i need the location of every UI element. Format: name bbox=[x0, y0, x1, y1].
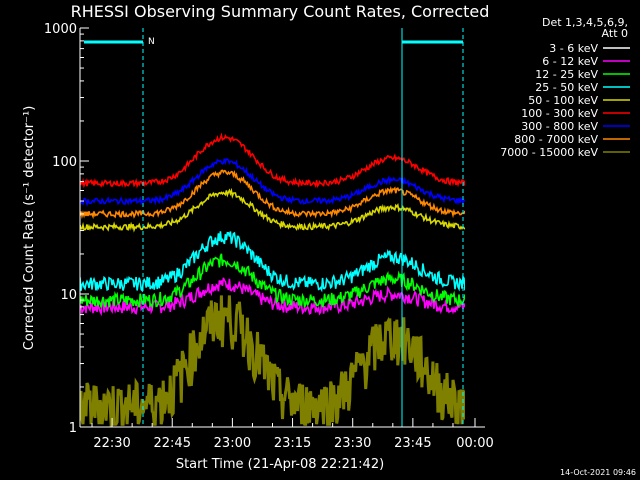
y-axis-label: Corrected Count Rate (s⁻¹ detector⁻¹) bbox=[22, 106, 37, 351]
series-layer bbox=[80, 132, 465, 427]
series-line-4 bbox=[80, 187, 465, 233]
series-line-5 bbox=[80, 132, 465, 189]
x-tick-label: 23:30 bbox=[334, 436, 371, 451]
legend-header: Det 1,3,4,5,6,9, bbox=[542, 16, 628, 29]
series-line-2 bbox=[80, 253, 465, 310]
legend-entry-label: 3 - 6 keV bbox=[549, 42, 598, 55]
legend-entry-label: 25 - 50 keV bbox=[535, 81, 598, 94]
x-tick-label: 23:45 bbox=[394, 436, 431, 451]
chart-title: RHESSI Observing Summary Count Rates, Co… bbox=[71, 2, 490, 21]
x-tick-label: 00:00 bbox=[456, 436, 493, 451]
x-axis-label: Start Time (21-Apr-08 22:21:42) bbox=[176, 457, 384, 472]
y-tick-label: 1000 bbox=[44, 22, 77, 37]
series-line-7 bbox=[80, 169, 465, 220]
y-tick-label: 1 bbox=[69, 421, 77, 436]
legend-entry-label: 800 - 7000 keV bbox=[514, 133, 598, 146]
series-line-1 bbox=[80, 277, 465, 317]
y-tick-label: 100 bbox=[52, 155, 77, 170]
legend-entry-label: 300 - 800 keV bbox=[521, 120, 598, 133]
x-tick-label: 22:30 bbox=[93, 436, 130, 451]
y-tick-label: 10 bbox=[60, 288, 77, 303]
legend-entry-label: 12 - 25 keV bbox=[535, 68, 598, 81]
legend-header: Att 0 bbox=[602, 27, 628, 40]
series-line-6 bbox=[80, 158, 465, 207]
x-tick-label: 22:45 bbox=[154, 436, 191, 451]
footer-date: 14-Oct-2021 09:46 bbox=[560, 468, 636, 477]
legend-entry-label: 100 - 300 keV bbox=[521, 107, 598, 120]
legend-entry-label: 7000 - 15000 keV bbox=[500, 146, 598, 159]
legend-entry-label: 50 - 100 keV bbox=[528, 94, 598, 107]
night-marker-label: N bbox=[148, 37, 155, 47]
series-line-8 bbox=[80, 295, 465, 427]
legend-entry-label: 6 - 12 keV bbox=[542, 55, 598, 68]
axes: 1 10 100 1000 22:30 22:45 23:00 23:15 23:30 23:45… bbox=[44, 22, 494, 451]
series-line-3 bbox=[80, 231, 465, 293]
x-tick-label: 23:00 bbox=[214, 436, 251, 451]
x-tick-label: 23:15 bbox=[274, 436, 311, 451]
